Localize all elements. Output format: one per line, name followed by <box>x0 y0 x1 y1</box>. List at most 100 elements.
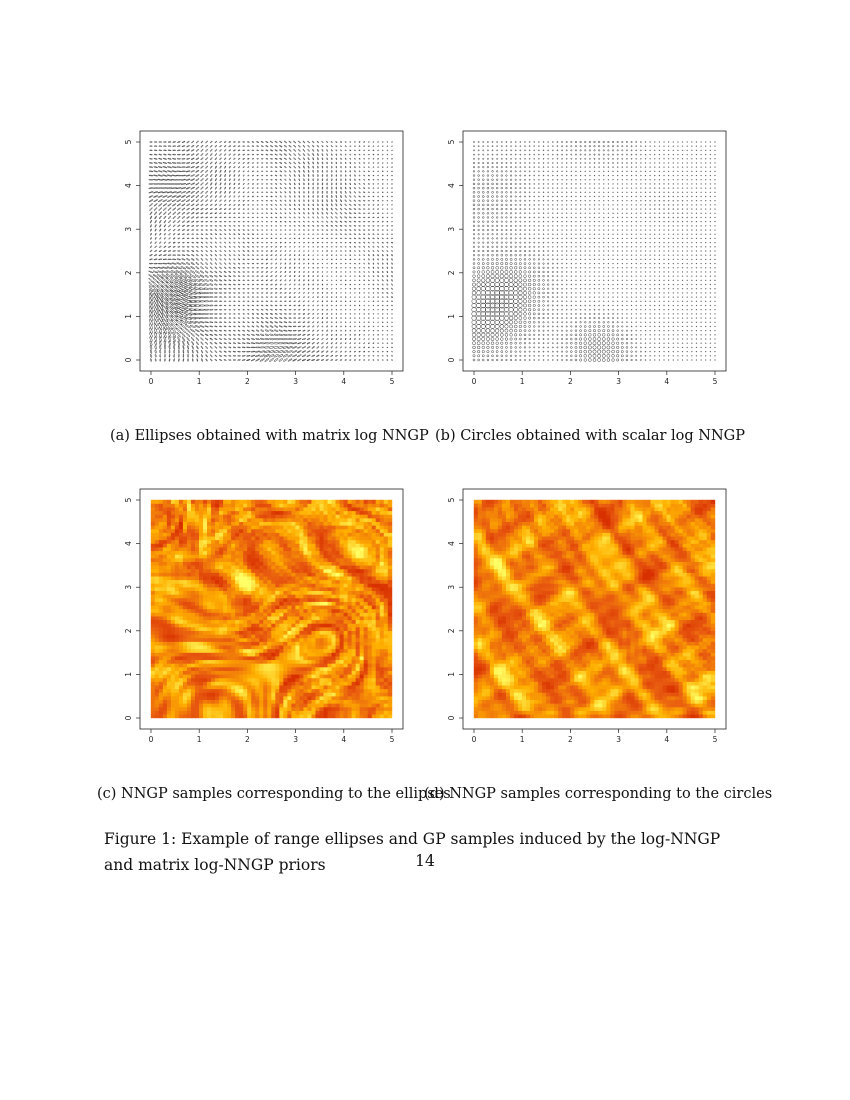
range-glyph <box>233 271 236 273</box>
range-glyph <box>247 178 250 181</box>
range-glyph <box>186 145 190 148</box>
range-glyph <box>307 246 310 248</box>
range-glyph <box>284 262 287 265</box>
range-glyph <box>519 249 522 253</box>
range-glyph <box>603 170 605 173</box>
range-glyph <box>584 187 586 189</box>
range-glyph <box>491 350 494 353</box>
range-glyph <box>181 140 186 144</box>
range-glyph <box>654 283 656 286</box>
range-glyph <box>607 221 610 223</box>
range-glyph <box>278 358 283 362</box>
range-glyph <box>345 325 347 328</box>
range-glyph <box>344 229 347 231</box>
range-glyph <box>597 337 601 341</box>
range-glyph <box>588 358 592 362</box>
range-glyph <box>391 141 393 143</box>
range-glyph <box>602 329 606 333</box>
range-glyph <box>307 250 310 252</box>
range-glyph <box>528 250 531 252</box>
range-glyph <box>200 345 204 350</box>
range-glyph <box>486 191 490 194</box>
range-glyph <box>381 346 384 349</box>
range-glyph <box>209 317 214 319</box>
range-glyph <box>626 158 628 160</box>
range-glyph <box>658 346 661 349</box>
range-glyph <box>307 296 310 298</box>
range-glyph <box>566 246 568 248</box>
range-glyph <box>283 317 287 319</box>
range-glyph <box>354 288 356 290</box>
range-glyph <box>482 212 485 215</box>
range-glyph <box>358 166 361 168</box>
range-glyph <box>524 153 526 156</box>
range-glyph <box>345 174 347 177</box>
range-glyph <box>551 304 554 307</box>
range-glyph <box>528 278 532 282</box>
range-glyph <box>524 187 526 189</box>
range-glyph <box>598 225 600 227</box>
range-glyph <box>621 187 623 189</box>
range-glyph <box>538 237 540 240</box>
range-glyph <box>183 299 193 303</box>
range-glyph <box>321 258 324 261</box>
range-glyph <box>279 250 282 252</box>
range-glyph <box>198 308 205 311</box>
range-glyph <box>528 208 531 210</box>
range-glyph <box>635 153 637 156</box>
range-glyph <box>528 312 532 316</box>
range-glyph <box>301 346 306 349</box>
range-glyph <box>288 145 292 148</box>
range-glyph <box>635 342 638 345</box>
range-glyph <box>561 158 563 160</box>
range-glyph <box>210 225 213 227</box>
range-glyph <box>523 258 527 261</box>
range-glyph <box>358 145 361 147</box>
range-glyph <box>547 170 549 173</box>
range-glyph <box>482 358 485 362</box>
range-glyph <box>556 325 559 328</box>
range-glyph <box>363 283 365 286</box>
range-glyph <box>298 262 300 265</box>
range-glyph <box>584 170 586 173</box>
range-glyph <box>265 237 268 240</box>
range-glyph <box>266 225 268 227</box>
range-glyph <box>354 313 356 315</box>
range-glyph <box>363 221 366 223</box>
range-glyph <box>242 153 245 156</box>
range-glyph <box>219 334 222 336</box>
range-glyph <box>476 324 481 329</box>
range-glyph <box>186 212 190 215</box>
range-glyph <box>354 271 356 273</box>
range-glyph <box>233 321 236 323</box>
range-glyph <box>552 233 554 235</box>
range-glyph <box>538 158 540 160</box>
range-glyph <box>382 183 384 185</box>
range-glyph <box>340 267 342 269</box>
range-glyph <box>542 233 545 235</box>
range-glyph <box>194 274 200 278</box>
range-glyph <box>368 296 370 298</box>
range-glyph <box>326 165 328 169</box>
range-glyph <box>247 141 250 143</box>
range-glyph <box>368 338 370 340</box>
range-glyph <box>345 317 347 319</box>
range-glyph <box>519 170 522 173</box>
range-glyph <box>210 233 213 235</box>
range-glyph <box>186 203 190 207</box>
range-glyph <box>273 350 279 353</box>
range-glyph <box>584 271 586 273</box>
range-glyph <box>500 333 504 337</box>
range-glyph <box>312 190 314 194</box>
range-glyph <box>195 144 199 148</box>
range-glyph <box>317 292 319 294</box>
range-glyph <box>372 200 375 202</box>
range-glyph <box>186 233 190 235</box>
range-glyph <box>256 162 259 164</box>
range-glyph <box>496 237 499 240</box>
range-glyph <box>303 262 305 265</box>
range-glyph <box>182 358 185 362</box>
range-glyph <box>508 278 514 283</box>
range-glyph <box>500 337 504 341</box>
range-glyph <box>658 325 661 328</box>
